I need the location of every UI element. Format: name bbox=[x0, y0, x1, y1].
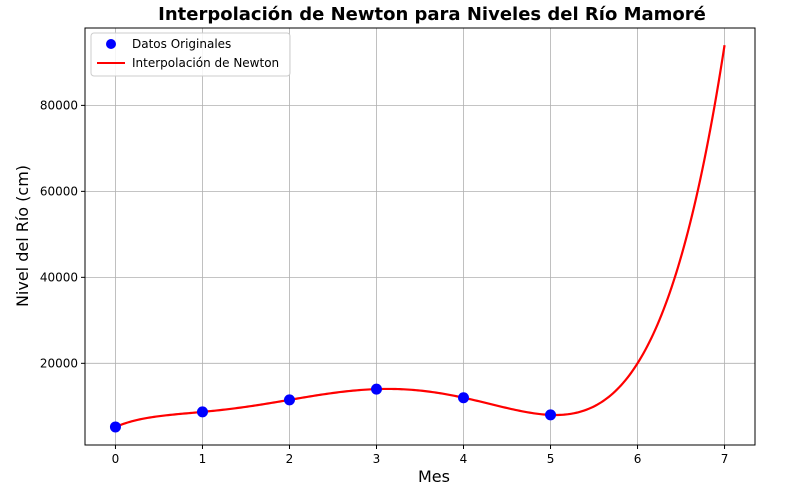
legend-label-datos: Datos Originales bbox=[132, 37, 231, 51]
legend-label-interpolacion: Interpolación de Newton bbox=[132, 56, 279, 70]
x-tick-label: 5 bbox=[547, 452, 555, 466]
data-point bbox=[545, 409, 557, 421]
data-point bbox=[109, 421, 121, 433]
x-tick-label: 0 bbox=[112, 452, 120, 466]
data-points bbox=[109, 383, 557, 433]
y-tick-label: 20000 bbox=[40, 356, 78, 370]
legend-marker-datos bbox=[106, 39, 116, 49]
y-tick-label: 80000 bbox=[40, 98, 78, 112]
x-tick-label: 3 bbox=[373, 452, 381, 466]
ticks: 0 1 2 3 4 5 6 7 20000 40000 60000 80000 bbox=[40, 98, 729, 466]
y-axis-label: Nivel del Río (cm) bbox=[13, 165, 32, 307]
data-point bbox=[370, 383, 382, 395]
legend-box bbox=[90, 32, 291, 77]
y-tick-label: 60000 bbox=[40, 184, 78, 198]
data-point bbox=[458, 392, 470, 404]
data-point bbox=[196, 406, 208, 418]
plot-area bbox=[84, 27, 756, 446]
chart-title: Interpolación de Newton para Niveles del… bbox=[158, 4, 706, 25]
x-axis-label: Mes bbox=[418, 467, 450, 486]
x-tick-label: 2 bbox=[286, 452, 294, 466]
y-tick-label: 40000 bbox=[40, 270, 78, 284]
grid bbox=[85, 28, 755, 445]
data-point bbox=[283, 394, 295, 406]
x-tick-label: 6 bbox=[634, 452, 642, 466]
legend: Datos Originales Interpolación de Newton bbox=[90, 32, 291, 77]
x-tick-label: 4 bbox=[460, 452, 468, 466]
interpolation-line bbox=[115, 45, 726, 428]
x-tick-label: 1 bbox=[199, 452, 207, 466]
x-tick-label: 7 bbox=[721, 452, 729, 466]
